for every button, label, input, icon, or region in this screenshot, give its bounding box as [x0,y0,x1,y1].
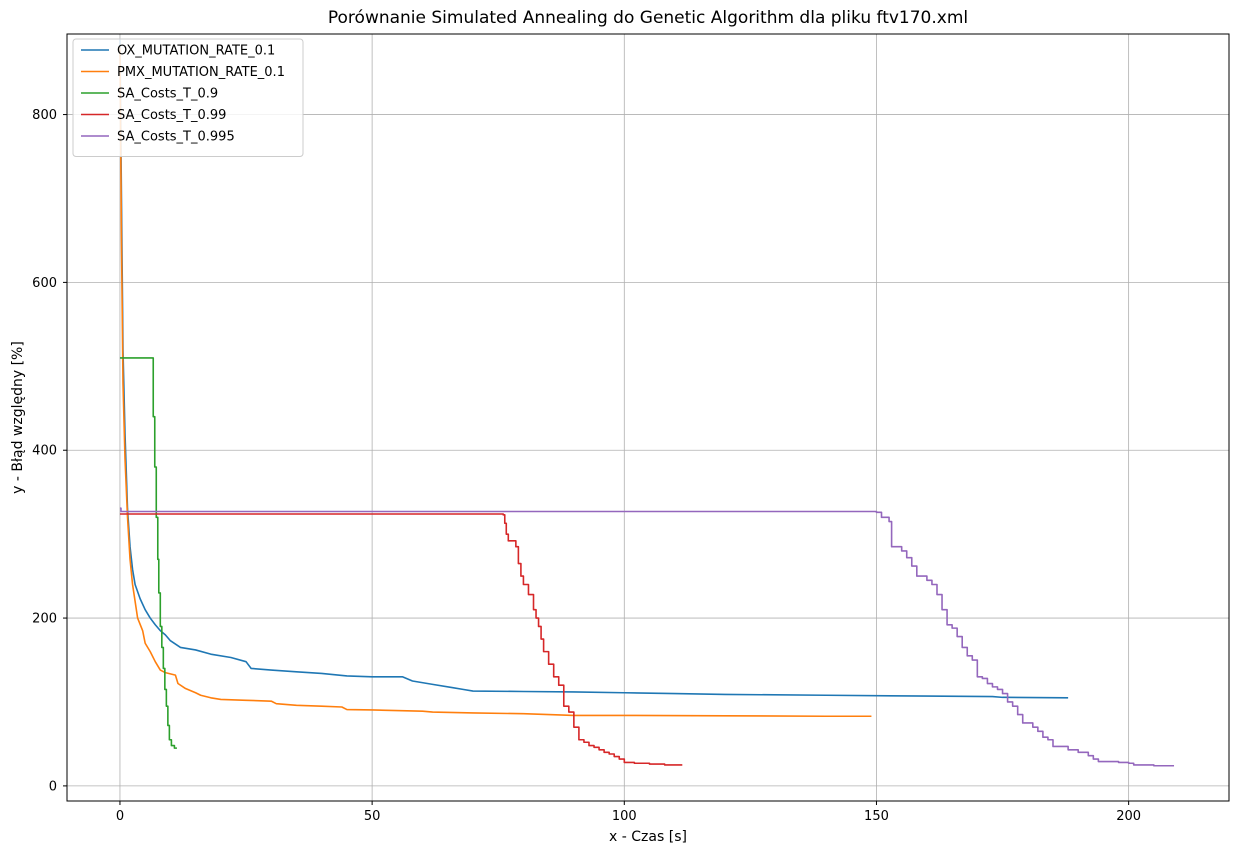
y-tick-label: 0 [49,779,57,794]
grid [67,34,1229,801]
series-line-sa-costs-t-0-99 [119,513,683,766]
x-tick-label: 50 [364,809,381,824]
y-tick-label: 600 [32,276,57,291]
x-axis-label: x - Czas [s] [609,829,687,845]
axis-ticks: 0 50 100 150 200 0 200 400 600 800 [32,108,1141,824]
plot-frame [66,33,1230,802]
series-line-sa-costs-t-0-995 [119,507,1175,767]
y-tick-label: 200 [32,612,57,627]
series-line-sa-costs-t-0-9 [119,357,177,749]
series-line-ox-mutation-rate-0-1 [119,39,1069,699]
x-tick-label: 200 [1116,809,1141,824]
legend-label: SA_Costs_T_0.995 [117,130,235,145]
y-tick-label: 400 [32,444,57,459]
legend: OX_MUTATION_RATE_0.1 PMX_MUTATION_RATE_0.… [72,38,304,157]
y-tick-label: 800 [32,108,57,123]
legend-label: PMX_MUTATION_RATE_0.1 [117,65,285,80]
series-lines [119,39,1175,767]
y-axis-label: y - Błąd względny [%] [10,341,26,494]
legend-label: OX_MUTATION_RATE_0.1 [117,44,275,59]
series-line-pmx-mutation-rate-0-1 [119,47,872,718]
legend-label: SA_Costs_T_0.99 [117,108,226,123]
chart-title: Porównanie Simulated Annealing do Geneti… [328,8,968,28]
x-tick-label: 0 [116,809,124,824]
x-tick-label: 150 [864,809,889,824]
legend-box [72,38,304,157]
legend-label: SA_Costs_T_0.9 [117,87,218,102]
x-tick-label: 100 [612,809,637,824]
